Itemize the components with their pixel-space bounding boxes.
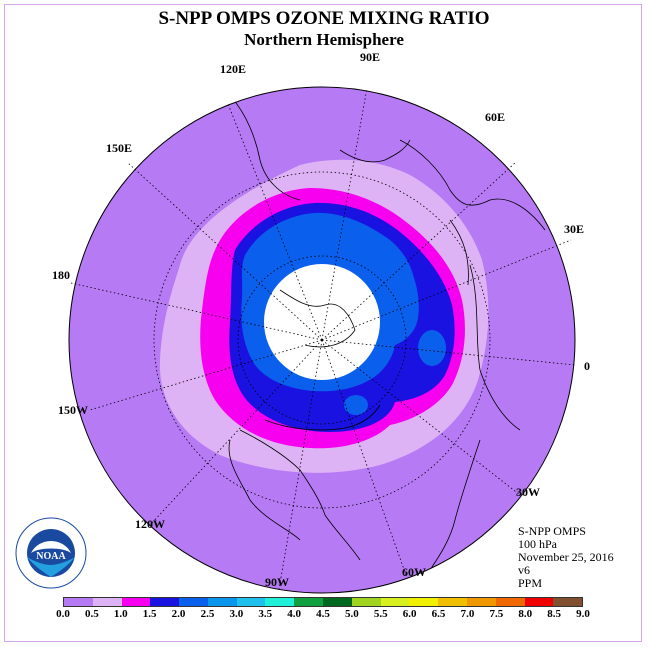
colorbar-tick-label: 1.0 xyxy=(113,608,128,620)
map-title: S-NPP OMPS OZONE MIXING RATIO xyxy=(158,8,490,29)
lon-label-90w: 90W xyxy=(265,575,289,589)
info-units: PPM xyxy=(518,576,543,590)
colorbar-tick-label: 3.5 xyxy=(258,608,273,620)
info-version: v6 xyxy=(518,563,530,577)
figure-frame xyxy=(4,4,642,642)
colorbar-tick-label: 2.5 xyxy=(200,608,215,620)
colorbar-segment xyxy=(351,598,381,606)
lon-label-120e: 120E xyxy=(220,62,246,76)
lon-label-150w: 150W xyxy=(58,403,88,417)
info-level: 100 hPa xyxy=(518,537,557,551)
colorbar xyxy=(63,597,583,607)
colorbar-segment xyxy=(150,598,180,606)
map-subtitle: Northern Hemisphere xyxy=(244,30,404,49)
colorbar-tick-label: 3.0 xyxy=(229,608,244,620)
info-date: November 25, 2016 xyxy=(518,550,614,564)
colorbar-segment xyxy=(553,598,583,606)
polar-no-data-cap xyxy=(264,264,380,380)
ozone-blob-east xyxy=(418,330,446,366)
colorbar-tick-label: 7.0 xyxy=(460,608,475,620)
colorbar-tick-label: 2.0 xyxy=(171,608,186,620)
noaa-logo-icon: NOAA xyxy=(15,517,87,589)
lon-label-60e: 60E xyxy=(485,110,505,124)
lon-label-150e: 150E xyxy=(106,141,132,155)
colorbar-tick-label: 0.0 xyxy=(56,608,70,620)
lon-label-30w: 30W xyxy=(516,485,540,499)
colorbar-tick-label: 1.5 xyxy=(142,608,157,620)
colorbar-tick-label: 5.5 xyxy=(373,608,388,620)
lon-label-120w: 120W xyxy=(135,517,165,531)
colorbar-segment xyxy=(524,598,554,606)
graticule xyxy=(70,87,576,590)
colorbar-ticks: 0.0 0.5 1.0 1.5 2.0 2.5 3.0 3.5 4.0 4.5 5.0 5.5 6.0 6… xyxy=(0,608,648,622)
colorbar-tick-label: 6.0 xyxy=(402,608,417,620)
lon-label-180: 180 xyxy=(52,268,70,282)
colorbar-tick-label: 4.0 xyxy=(287,608,301,620)
colorbar-tick-label: 4.5 xyxy=(316,608,330,620)
map-border xyxy=(68,86,576,594)
colorbar-segment xyxy=(294,598,324,606)
product-info: S-NPP OMPS 100 hPa November 25, 2016 v6 … xyxy=(518,525,614,590)
lon-label-30e: 30E xyxy=(564,222,584,236)
noaa-logo-text: NOAA xyxy=(36,551,66,562)
colorbar-segment xyxy=(64,598,93,606)
lon-label-90e: 90E xyxy=(360,50,380,64)
colorbar-segment xyxy=(207,598,237,606)
colorbar-segment xyxy=(466,598,496,606)
colorbar-segment xyxy=(380,598,410,606)
colorbar-segment xyxy=(92,598,122,606)
lon-label-0: 0 xyxy=(584,359,590,373)
colorbar-tick-label: 8.0 xyxy=(518,608,533,620)
colorbar-tick-label: 8.5 xyxy=(547,608,561,620)
ozone-blob-south xyxy=(344,395,368,415)
colorbar-tick-label: 0.5 xyxy=(85,608,99,620)
colorbar-tick-label: 7.5 xyxy=(489,608,504,620)
colorbar-segment xyxy=(495,598,525,606)
coastlines xyxy=(224,89,546,571)
colorbar-segment xyxy=(121,598,151,606)
colorbar-segment xyxy=(265,598,295,606)
colorbar-segment xyxy=(236,598,266,606)
lon-label-60w: 60W xyxy=(402,565,426,579)
colorbar-segment xyxy=(179,598,208,606)
colorbar-tick-label: 5.0 xyxy=(345,608,359,620)
colorbar-tick-label: 6.5 xyxy=(431,608,446,620)
info-instrument: S-NPP OMPS xyxy=(518,524,586,538)
colorbar-segment xyxy=(409,598,439,606)
colorbar-tick-label: 9.0 xyxy=(576,608,590,620)
colorbar-segment xyxy=(438,598,467,606)
colorbar-segment xyxy=(323,598,352,606)
